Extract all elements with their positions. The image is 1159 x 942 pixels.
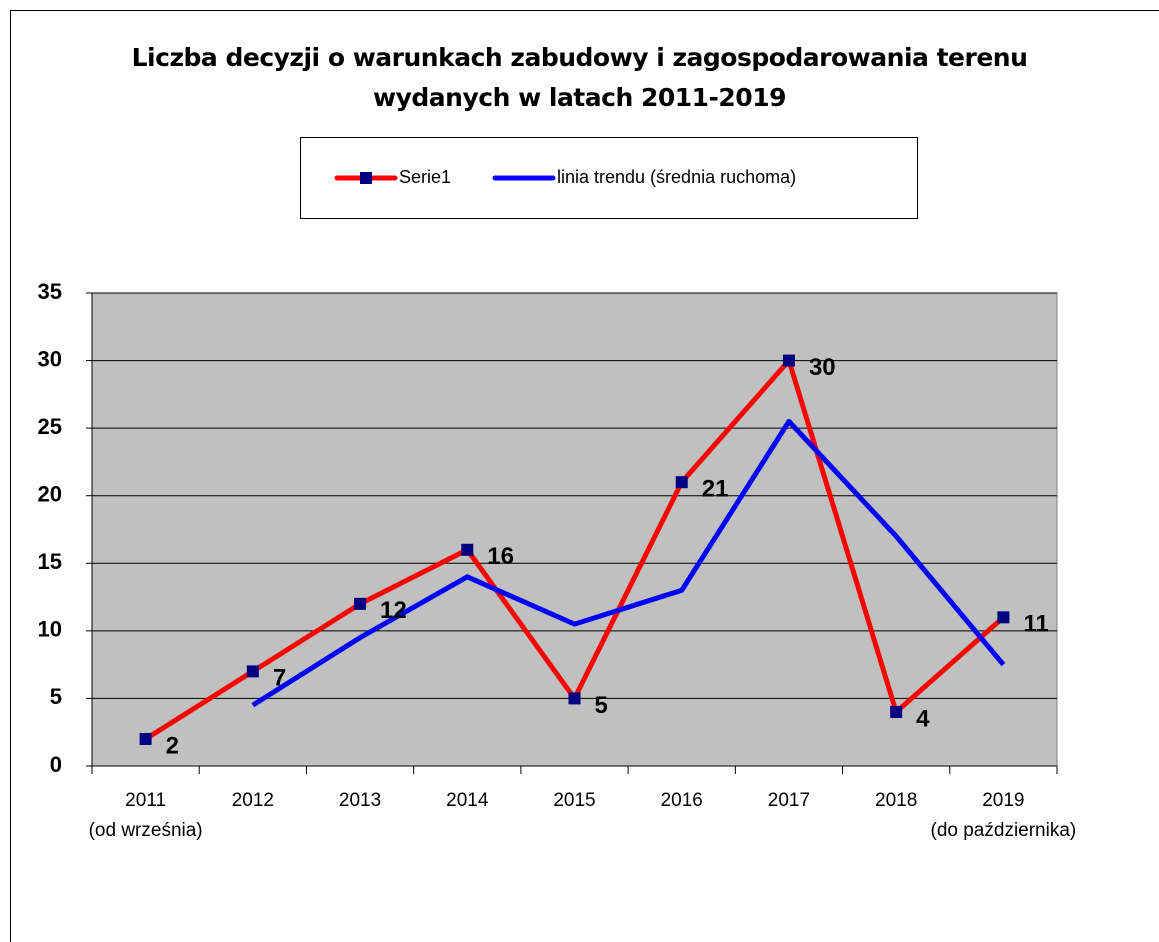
legend-label: linia trendu (średnia ruchoma)	[557, 167, 796, 187]
y-tick-label: 35	[38, 279, 62, 304]
y-tick-label: 15	[38, 549, 62, 574]
x-tick-label: 2012	[231, 790, 274, 811]
marker	[568, 692, 581, 705]
x-tick-label: 2017	[767, 790, 811, 811]
data-label: 11	[1023, 611, 1048, 638]
marker	[461, 543, 474, 556]
x-tick-label: 2014	[446, 790, 489, 811]
legend-box	[300, 137, 918, 219]
y-tick-label: 20	[38, 482, 62, 507]
chart-title: Liczba decyzji o warunkach zabudowy i za…	[131, 43, 1028, 112]
data-label: 12	[380, 597, 407, 624]
data-label: 16	[487, 543, 514, 570]
data-label: 21	[702, 476, 729, 503]
data-label: 7	[273, 665, 286, 692]
x-tick-label: 2013	[338, 790, 382, 811]
data-label: 5	[595, 692, 608, 719]
data-label: 4	[916, 705, 930, 732]
data-label: 2	[166, 732, 179, 759]
plot-area	[91, 292, 1058, 767]
marker	[139, 732, 152, 745]
marker	[890, 705, 903, 718]
x-tick-label: 2011 (od września)	[88, 790, 203, 841]
marker	[997, 611, 1010, 624]
x-tick-label: 2018	[875, 790, 918, 811]
marker	[246, 665, 259, 678]
y-tick-label: 25	[38, 414, 62, 439]
x-tick-label: 2019 (do października)	[930, 790, 1077, 841]
y-tick-label: 5	[50, 684, 62, 709]
marker	[782, 354, 795, 367]
data-label: 30	[809, 354, 836, 381]
y-tick-label: 0	[50, 752, 62, 777]
marker	[354, 597, 367, 610]
marker	[675, 476, 688, 489]
y-tick-label: 30	[38, 346, 62, 371]
legend-label: Serie1	[399, 167, 451, 187]
y-tick-label: 10	[38, 617, 62, 642]
x-tick-label: 2015	[553, 790, 596, 811]
series-line	[251, 418, 1006, 708]
legend-marker	[360, 172, 372, 184]
chart-border	[10, 10, 1159, 942]
x-tick-label: 2016	[660, 790, 703, 811]
